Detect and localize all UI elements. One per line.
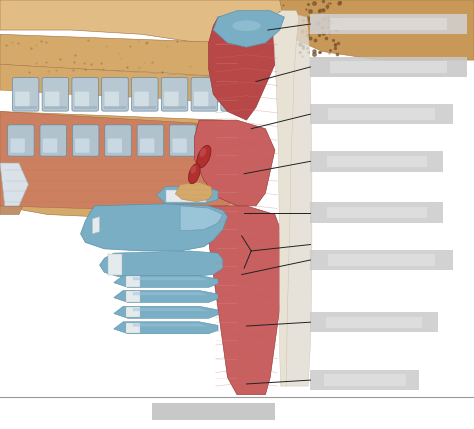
Polygon shape	[133, 277, 209, 280]
FancyBboxPatch shape	[40, 125, 66, 156]
Polygon shape	[133, 323, 209, 326]
Polygon shape	[209, 13, 275, 120]
FancyBboxPatch shape	[205, 139, 219, 153]
Polygon shape	[114, 306, 218, 318]
Bar	[328, 109, 435, 120]
FancyBboxPatch shape	[191, 78, 218, 111]
Bar	[108, 254, 122, 275]
Ellipse shape	[200, 148, 206, 157]
Bar	[193, 106, 216, 109]
Ellipse shape	[189, 164, 200, 184]
Polygon shape	[0, 154, 28, 214]
FancyBboxPatch shape	[102, 78, 128, 111]
FancyBboxPatch shape	[173, 139, 187, 153]
Bar	[126, 276, 140, 287]
Bar	[328, 254, 435, 266]
Bar	[223, 106, 246, 109]
Bar	[310, 14, 467, 34]
Bar	[310, 250, 453, 270]
Bar	[310, 57, 467, 77]
Bar	[310, 151, 443, 172]
Ellipse shape	[232, 20, 261, 31]
FancyBboxPatch shape	[134, 92, 149, 107]
Polygon shape	[133, 308, 209, 311]
FancyBboxPatch shape	[224, 92, 238, 107]
Bar	[44, 106, 67, 109]
FancyBboxPatch shape	[15, 92, 29, 107]
Polygon shape	[270, 0, 474, 60]
FancyBboxPatch shape	[202, 125, 228, 156]
Bar	[152, 403, 275, 420]
Polygon shape	[194, 120, 275, 206]
Polygon shape	[0, 0, 284, 43]
Polygon shape	[92, 217, 100, 234]
Bar	[327, 317, 422, 328]
FancyBboxPatch shape	[75, 139, 90, 153]
Bar	[330, 18, 447, 30]
Bar	[74, 106, 97, 109]
Polygon shape	[175, 182, 212, 202]
Bar	[14, 106, 37, 109]
Polygon shape	[114, 275, 218, 287]
FancyBboxPatch shape	[105, 92, 119, 107]
FancyBboxPatch shape	[137, 125, 164, 156]
Bar	[327, 156, 427, 167]
Polygon shape	[0, 64, 246, 103]
FancyBboxPatch shape	[8, 125, 34, 156]
Bar	[126, 323, 140, 333]
Polygon shape	[156, 187, 218, 204]
FancyBboxPatch shape	[170, 125, 196, 156]
Bar	[327, 207, 427, 218]
Polygon shape	[114, 322, 218, 334]
FancyBboxPatch shape	[105, 125, 131, 156]
FancyBboxPatch shape	[42, 78, 69, 111]
Ellipse shape	[191, 166, 196, 173]
Bar	[324, 375, 406, 386]
Polygon shape	[272, 11, 299, 386]
FancyBboxPatch shape	[10, 139, 25, 153]
FancyBboxPatch shape	[164, 92, 179, 107]
Polygon shape	[213, 11, 284, 47]
Polygon shape	[100, 251, 223, 277]
Bar	[330, 61, 447, 73]
Bar	[310, 104, 453, 124]
Polygon shape	[133, 292, 209, 295]
Bar	[310, 370, 419, 390]
FancyBboxPatch shape	[161, 78, 188, 111]
Polygon shape	[81, 204, 228, 251]
Bar	[126, 307, 140, 317]
FancyBboxPatch shape	[43, 139, 57, 153]
FancyBboxPatch shape	[194, 92, 209, 107]
FancyBboxPatch shape	[75, 92, 89, 107]
Bar	[166, 190, 206, 202]
Polygon shape	[0, 112, 256, 219]
FancyBboxPatch shape	[108, 139, 122, 153]
Polygon shape	[0, 34, 270, 77]
FancyBboxPatch shape	[72, 78, 99, 111]
FancyBboxPatch shape	[131, 78, 158, 111]
FancyBboxPatch shape	[12, 78, 39, 111]
Bar	[310, 202, 443, 223]
Bar	[133, 106, 156, 109]
Polygon shape	[279, 11, 312, 386]
Polygon shape	[209, 206, 284, 395]
Bar	[126, 291, 140, 302]
Polygon shape	[114, 290, 218, 302]
Bar	[104, 106, 127, 109]
FancyBboxPatch shape	[221, 78, 247, 111]
FancyBboxPatch shape	[73, 125, 99, 156]
Bar	[310, 312, 438, 332]
Polygon shape	[0, 112, 246, 210]
Polygon shape	[180, 206, 223, 231]
FancyBboxPatch shape	[140, 139, 155, 153]
Ellipse shape	[197, 145, 211, 168]
Polygon shape	[0, 163, 28, 206]
FancyBboxPatch shape	[45, 92, 59, 107]
Bar	[163, 106, 186, 109]
